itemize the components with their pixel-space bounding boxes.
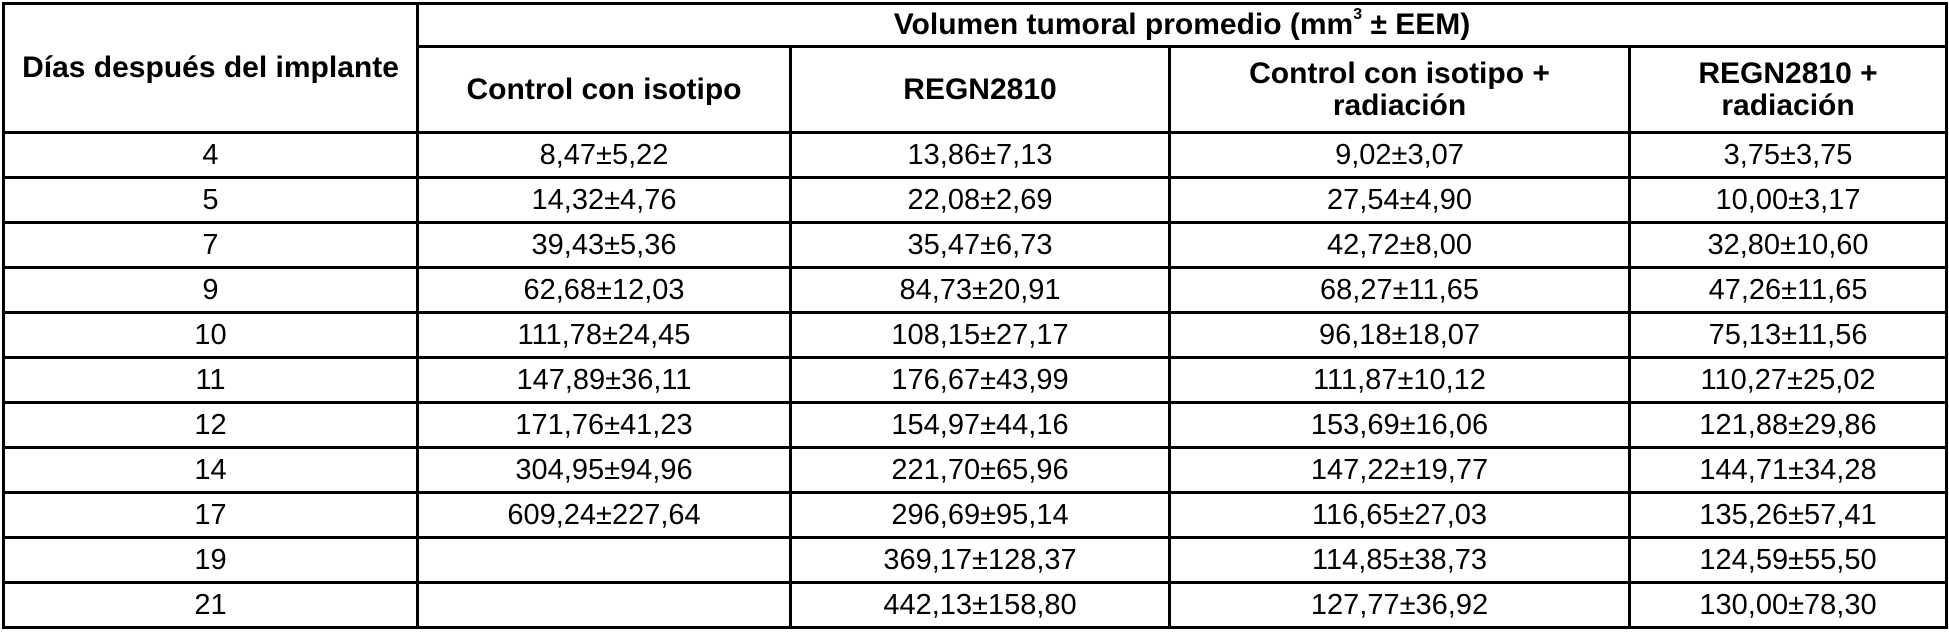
day-cell: 21 [4,583,418,628]
volume-cell: 42,72±8,00 [1170,223,1630,268]
volume-cell: 3,75±3,75 [1630,133,1947,178]
volume-cell: 111,87±10,12 [1170,358,1630,403]
volume-cell: 47,26±11,65 [1630,268,1947,313]
volume-cell: 221,70±65,96 [791,448,1170,493]
table-row: 962,68±12,0384,73±20,9168,27±11,6547,26±… [4,268,1947,313]
table-row: 12171,76±41,23154,97±44,16153,69±16,0612… [4,403,1947,448]
volume-cell: 35,47±6,73 [791,223,1170,268]
day-cell: 10 [4,313,418,358]
table-row: 739,43±5,3635,47±6,7342,72±8,0032,80±10,… [4,223,1947,268]
volume-cell: 609,24±227,64 [418,493,791,538]
header-regn2810: REGN2810 [791,47,1170,133]
volume-cell: 13,86±7,13 [791,133,1170,178]
volume-cell: 9,02±3,07 [1170,133,1630,178]
volume-cell: 147,22±19,77 [1170,448,1630,493]
header-regn2810-radiation: REGN2810 + radiación [1630,47,1947,133]
volume-cell: 154,97±44,16 [791,403,1170,448]
day-cell: 4 [4,133,418,178]
volume-cell: 8,47±5,22 [418,133,791,178]
volume-cell: 147,89±36,11 [418,358,791,403]
day-cell: 9 [4,268,418,313]
volume-cell: 176,67±43,99 [791,358,1170,403]
header-isotype-radiation: Control con isotipo + radiación [1170,47,1630,133]
table-row: 48,47±5,2213,86±7,139,02±3,073,75±3,75 [4,133,1947,178]
volume-cell: 10,00±3,17 [1630,178,1947,223]
volume-cell: 27,54±4,90 [1170,178,1630,223]
volume-cell: 111,78±24,45 [418,313,791,358]
volume-cell: 144,71±34,28 [1630,448,1947,493]
table-row: 17609,24±227,64296,69±95,14116,65±27,031… [4,493,1947,538]
volume-cell: 84,73±20,91 [791,268,1170,313]
volume-cell: 121,88±29,86 [1630,403,1947,448]
volume-cell: 124,59±55,50 [1630,538,1947,583]
volume-cell: 14,32±4,76 [418,178,791,223]
volume-cell: 108,15±27,17 [791,313,1170,358]
day-cell: 17 [4,493,418,538]
volume-cell: 127,77±36,92 [1170,583,1630,628]
volume-cell: 116,65±27,03 [1170,493,1630,538]
day-cell: 14 [4,448,418,493]
table-row: 21 442,13±158,80127,77±36,92130,00±78,30 [4,583,1947,628]
volume-cell [418,583,791,628]
volume-cell: 75,13±11,56 [1630,313,1947,358]
table-row: 10111,78±24,45108,15±27,1796,18±18,0775,… [4,313,1947,358]
day-cell: 19 [4,538,418,583]
table-row: 514,32±4,7622,08±2,6927,54±4,9010,00±3,1… [4,178,1947,223]
volume-cell: 62,68±12,03 [418,268,791,313]
volume-cell: 22,08±2,69 [791,178,1170,223]
table-row: 19 369,17±128,37114,85±38,73124,59±55,50 [4,538,1947,583]
volume-cell: 296,69±95,14 [791,493,1170,538]
volume-cell: 114,85±38,73 [1170,538,1630,583]
table-row: 11147,89±36,11176,67±43,99111,87±10,1211… [4,358,1947,403]
volume-cell: 369,17±128,37 [791,538,1170,583]
day-cell: 5 [4,178,418,223]
volume-cell: 110,27±25,02 [1630,358,1947,403]
volume-cell: 32,80±10,60 [1630,223,1947,268]
header-group-volume: Volumen tumoral promedio (mm3 ± EEM) [418,4,1947,47]
volume-cell: 153,69±16,06 [1170,403,1630,448]
volume-cell: 130,00±78,30 [1630,583,1947,628]
volume-cell: 39,43±5,36 [418,223,791,268]
volume-cell: 96,18±18,07 [1170,313,1630,358]
header-isotype-control: Control con isotipo [418,47,791,133]
volume-cell: 135,26±57,41 [1630,493,1947,538]
volume-cell: 304,95±94,96 [418,448,791,493]
volume-cell: 68,27±11,65 [1170,268,1630,313]
day-cell: 12 [4,403,418,448]
volume-cell: 171,76±41,23 [418,403,791,448]
header-days: Días después del implante [4,4,418,133]
volume-cell: 442,13±158,80 [791,583,1170,628]
table-row: 14304,95±94,96221,70±65,96147,22±19,7714… [4,448,1947,493]
day-cell: 7 [4,223,418,268]
day-cell: 11 [4,358,418,403]
volume-cell [418,538,791,583]
